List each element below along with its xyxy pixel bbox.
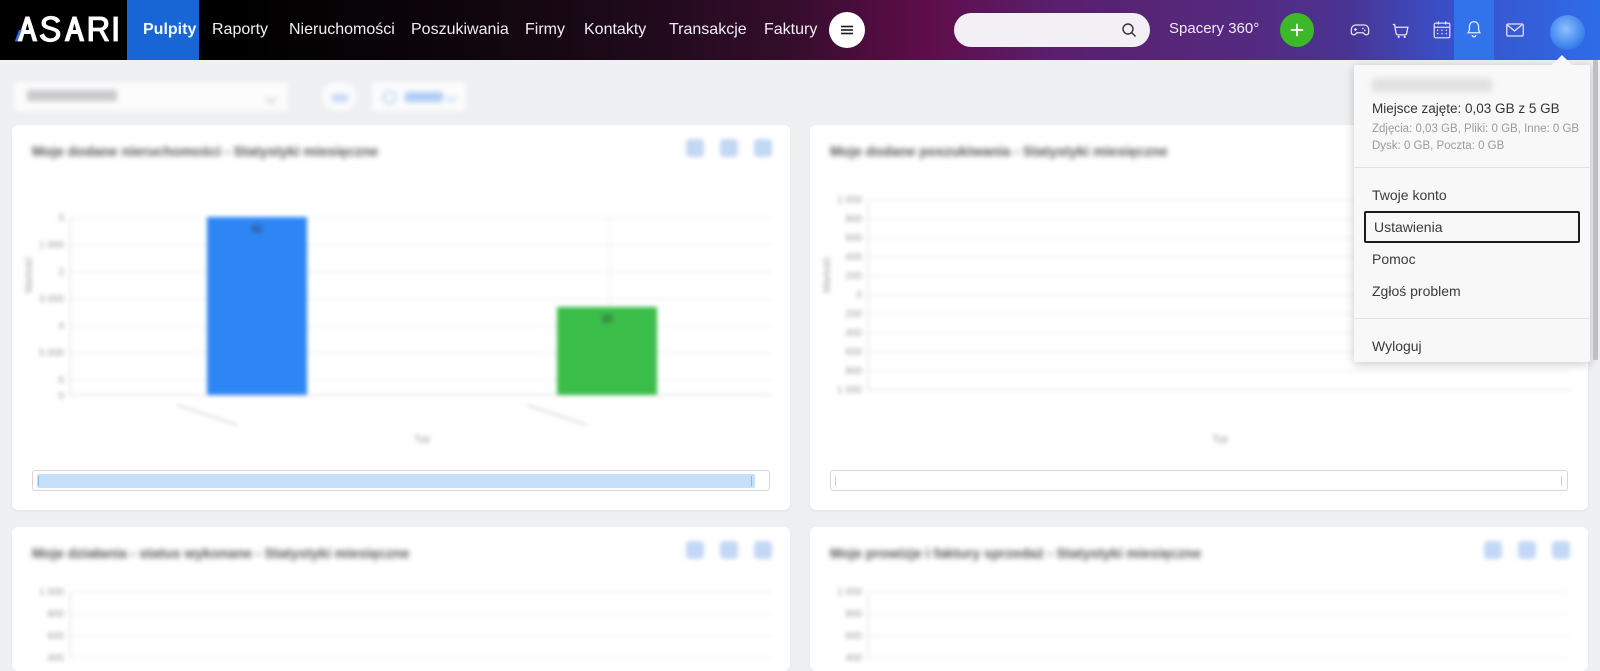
svg-text:Wartość: Wartość xyxy=(822,257,833,293)
svg-text:400: 400 xyxy=(47,653,64,664)
svg-text:400: 400 xyxy=(845,653,862,664)
svg-text:200: 200 xyxy=(845,309,862,320)
svg-text:1 000: 1 000 xyxy=(39,587,64,598)
svg-text:Wartość: Wartość xyxy=(24,257,35,293)
svg-text:600: 600 xyxy=(845,631,862,642)
svg-text:400: 400 xyxy=(845,252,862,263)
svg-text:5 000: 5 000 xyxy=(39,348,64,359)
svg-text:600: 600 xyxy=(47,631,64,642)
svg-text:1 000: 1 000 xyxy=(837,587,862,598)
svg-text:800: 800 xyxy=(845,366,862,377)
svg-text:2: 2 xyxy=(58,267,64,278)
svg-text:30: 30 xyxy=(601,314,613,325)
svg-text:62: 62 xyxy=(251,224,263,235)
svg-text:400: 400 xyxy=(845,328,862,339)
svg-text:1 000: 1 000 xyxy=(39,240,64,251)
svg-text:Typ: Typ xyxy=(414,434,431,445)
svg-text:Typ: Typ xyxy=(1212,434,1229,445)
svg-text:600: 600 xyxy=(845,347,862,358)
svg-text:800: 800 xyxy=(845,214,862,225)
svg-text:200: 200 xyxy=(845,271,862,282)
svg-text:4: 4 xyxy=(58,321,64,332)
svg-text:0: 0 xyxy=(856,290,862,301)
svg-text:800: 800 xyxy=(47,609,64,620)
svg-text:1 000: 1 000 xyxy=(837,195,862,206)
svg-text:800: 800 xyxy=(845,609,862,620)
svg-text:1 000: 1 000 xyxy=(837,385,862,396)
svg-text:3 000: 3 000 xyxy=(39,294,64,305)
svg-text:0: 0 xyxy=(58,391,64,402)
svg-text:6: 6 xyxy=(58,375,64,386)
svg-text:600: 600 xyxy=(845,233,862,244)
svg-text:0: 0 xyxy=(58,213,64,224)
